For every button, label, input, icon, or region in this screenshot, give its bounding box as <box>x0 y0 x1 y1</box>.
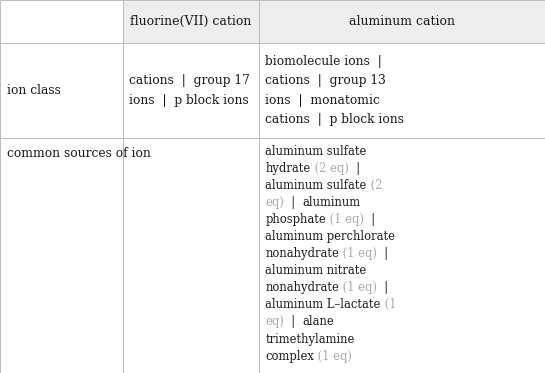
Bar <box>259 0 545 43</box>
Text: |: | <box>377 281 389 294</box>
Text: cations  |  group 17
ions  |  p block ions: cations | group 17 ions | p block ions <box>129 74 250 107</box>
Text: nonahydrate: nonahydrate <box>265 247 340 260</box>
Text: aluminum L–lactate: aluminum L–lactate <box>265 298 381 311</box>
Text: aluminum nitrate: aluminum nitrate <box>265 264 367 277</box>
Text: (1 eq): (1 eq) <box>340 281 377 294</box>
Text: (1: (1 <box>381 298 396 311</box>
Text: nonahydrate: nonahydrate <box>265 281 340 294</box>
Text: |: | <box>364 213 376 226</box>
Bar <box>123 0 259 43</box>
Text: |: | <box>349 162 360 175</box>
Text: (1 eq): (1 eq) <box>314 350 352 363</box>
Text: biomolecule ions  |
cations  |  group 13
ions  |  monatomic
cations  |  p block : biomolecule ions | cations | group 13 io… <box>265 55 404 126</box>
Text: trimethylamine: trimethylamine <box>265 332 355 345</box>
Text: fluorine(VII) cation: fluorine(VII) cation <box>130 15 251 28</box>
Text: phosphate: phosphate <box>265 213 326 226</box>
Text: aluminum sulfate: aluminum sulfate <box>265 145 367 158</box>
Text: aluminum perchlorate: aluminum perchlorate <box>265 230 396 243</box>
Text: |: | <box>284 316 302 329</box>
Text: aluminum: aluminum <box>302 196 361 209</box>
Text: (1 eq): (1 eq) <box>326 213 364 226</box>
Text: (2 eq): (2 eq) <box>311 162 349 175</box>
Text: eq): eq) <box>265 196 284 209</box>
Text: hydrate: hydrate <box>265 162 311 175</box>
Text: ion class: ion class <box>7 84 60 97</box>
Text: aluminum cation: aluminum cation <box>349 15 455 28</box>
Text: complex: complex <box>265 350 314 363</box>
Text: |: | <box>284 196 302 209</box>
Text: eq): eq) <box>265 316 284 329</box>
Text: common sources of ion: common sources of ion <box>7 147 150 160</box>
Text: (1 eq): (1 eq) <box>340 247 377 260</box>
Text: alane: alane <box>302 316 335 329</box>
Text: |: | <box>377 247 389 260</box>
Text: (2: (2 <box>367 179 382 192</box>
Text: aluminum sulfate: aluminum sulfate <box>265 179 367 192</box>
